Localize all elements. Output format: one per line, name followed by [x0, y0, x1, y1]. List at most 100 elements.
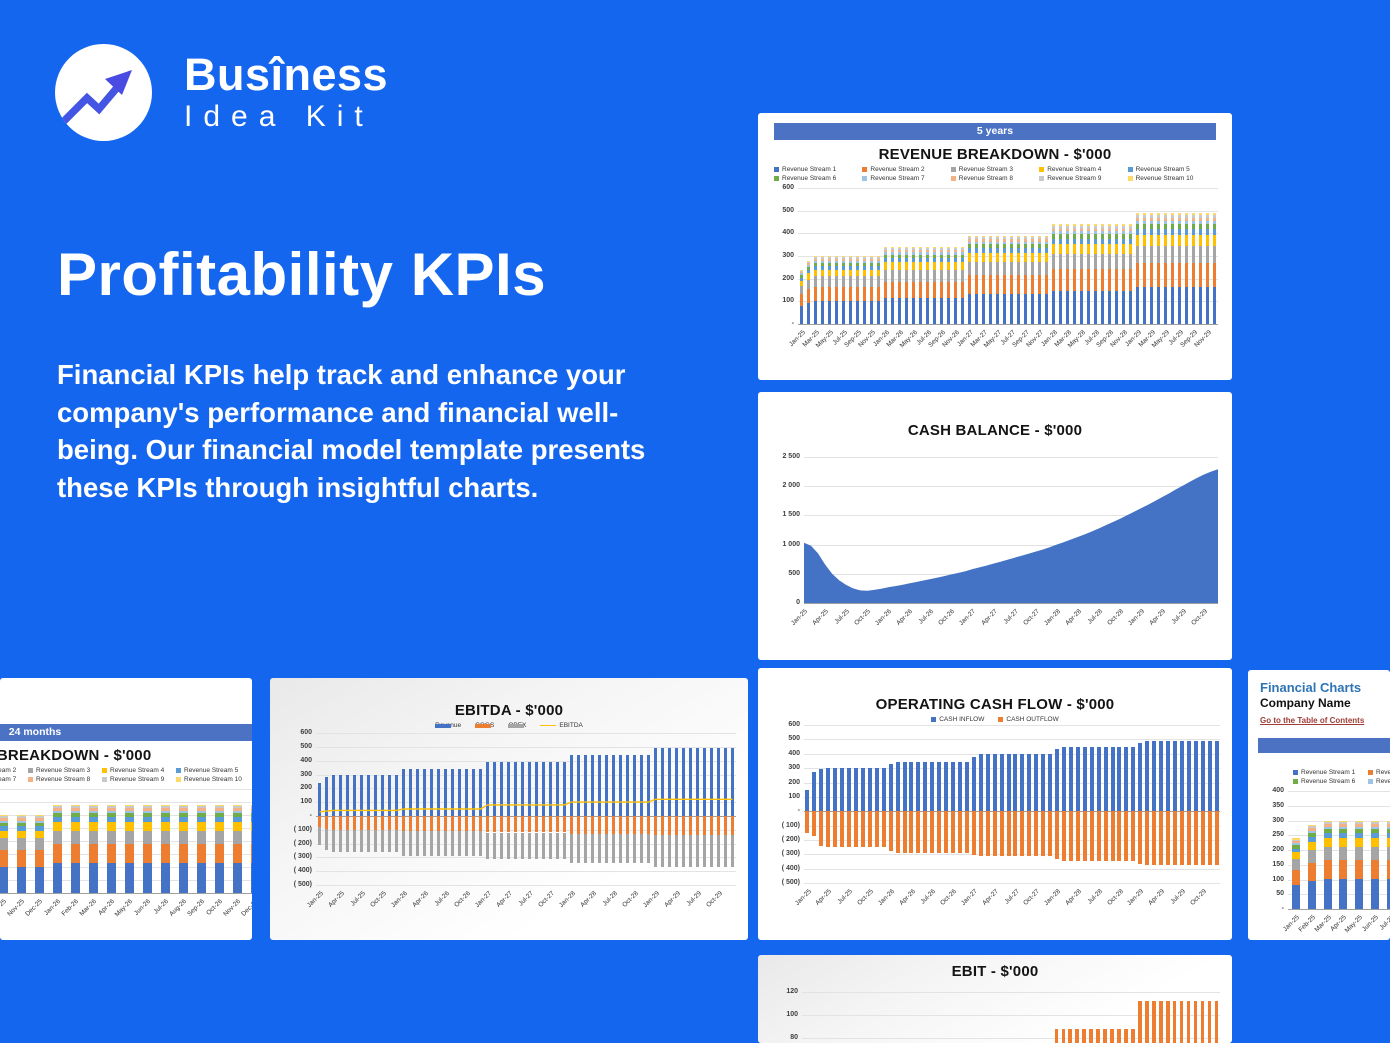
- bar-negative: [373, 829, 378, 852]
- bar-positive: [1152, 740, 1157, 812]
- legend-label: CASH OUTFLOW: [1006, 716, 1059, 723]
- legend-item: Revenue Stream 6: [1293, 778, 1368, 785]
- trend-arrow-icon: [56, 70, 132, 129]
- bar-negative: [944, 811, 949, 853]
- chart-title: EBIT - $'000: [951, 963, 1039, 980]
- bar-positive: [971, 757, 976, 812]
- bar-negative: [639, 815, 644, 834]
- bar-positive: [625, 755, 630, 816]
- bar-negative: [394, 815, 399, 830]
- legend-label: Revenue Stream 9: [1047, 175, 1102, 182]
- bar-negative: [867, 811, 872, 848]
- legend-item: CASH OUTFLOW: [998, 716, 1059, 723]
- bar-negative: [730, 815, 735, 836]
- grid-line: [1288, 864, 1390, 866]
- bar-negative: [1110, 811, 1115, 861]
- legend-marker: [1293, 779, 1298, 784]
- legend-label: EBITDA: [559, 722, 583, 729]
- bar-positive: [951, 761, 956, 812]
- legend-marker: [1293, 770, 1298, 775]
- bar-positive: [1089, 747, 1094, 812]
- bar-positive: [485, 762, 490, 816]
- bar: [1145, 1000, 1149, 1043]
- stacked-bar: [1323, 820, 1332, 909]
- legend-marker: [1368, 779, 1373, 784]
- legend-item: CASH INFLOW: [931, 716, 984, 723]
- bar-positive: [604, 755, 609, 816]
- y-axis-label: 300: [782, 252, 794, 259]
- legend-label: Revenue Stream 6: [782, 175, 837, 182]
- grid-line: [1288, 820, 1390, 822]
- stacked-bar: [1009, 235, 1014, 324]
- legend-item: Revenue Stream 8: [950, 175, 1039, 182]
- legend-marker: [862, 167, 868, 172]
- y-axis-label: 1 000: [782, 540, 800, 548]
- period-badge: 5 years: [774, 123, 1216, 140]
- legend-item: Revenue Stream 8: [28, 776, 102, 783]
- grid-line: [316, 802, 736, 804]
- y-axis-label: ( 100): [293, 825, 312, 833]
- bar-negative: [597, 815, 602, 834]
- bar-negative: [881, 811, 886, 848]
- bar-negative: [548, 832, 553, 859]
- bar-negative: [812, 811, 817, 837]
- legend-label: Revenue Stream 7: [0, 776, 17, 783]
- stacked-bar: [1079, 224, 1084, 324]
- bar-positive: [611, 755, 616, 816]
- y-axis-label: 200: [1272, 846, 1284, 853]
- bar-negative: [527, 815, 532, 833]
- cash-balance-chart: 2 500 2 000 1 500 1 000 500 0 Jan-25 Apr-25 Jul-…: [782, 453, 1218, 627]
- bar-positive: [527, 762, 532, 816]
- table-of-contents-link[interactable]: Go to the Table of Contents: [1260, 716, 1365, 725]
- bar-positive: [1138, 743, 1143, 812]
- bar-negative: [443, 815, 448, 832]
- ebitda-chart: 600 500 400 300 200 100 - ( 100) ( 200) ( 300) ( 4…: [294, 729, 736, 909]
- bar-positive: [681, 748, 686, 816]
- bar-negative: [618, 815, 623, 834]
- y-axis-label: 300: [788, 764, 800, 772]
- bar-negative: [937, 811, 942, 853]
- grid-line: [316, 857, 736, 859]
- bar: [1124, 1028, 1128, 1043]
- y-axis-label: 600: [300, 729, 312, 736]
- bar-negative: [331, 829, 336, 852]
- bar-negative: [422, 815, 427, 832]
- bar-negative: [366, 829, 371, 852]
- grid-line: [798, 188, 1218, 189]
- bar-positive: [576, 755, 581, 816]
- bar-positive: [674, 748, 679, 816]
- bar-negative: [478, 831, 483, 856]
- bar-negative: [1055, 811, 1060, 860]
- stacked-bar: [34, 815, 44, 893]
- grid-line: [804, 603, 1218, 604]
- legend-label: Revenue Stream 10: [184, 776, 242, 783]
- bar-positive: [1096, 747, 1101, 812]
- y-axis-label: 100: [1272, 875, 1284, 883]
- bar-positive: [562, 762, 567, 816]
- legend-marker: [475, 723, 492, 728]
- grid-line: [316, 788, 736, 790]
- legend-item: Revenue Stream 9: [102, 776, 176, 783]
- legend-label: Revenue Stream 4: [110, 767, 165, 774]
- legend-label: Revenue Stream 8: [36, 776, 91, 783]
- bar-negative: [1075, 811, 1080, 861]
- grid-line: [804, 811, 1220, 813]
- bar-negative: [464, 815, 469, 832]
- legend-label: Revenue Stream 10: [1135, 175, 1194, 182]
- bar-negative: [520, 832, 525, 859]
- bar-negative: [874, 811, 879, 848]
- stacked-bar: [1371, 820, 1380, 909]
- y-axis-label: 80: [790, 1033, 798, 1041]
- grid-line: [0, 802, 252, 803]
- stacked-bar: [1156, 212, 1161, 324]
- grid-line: [804, 883, 1220, 884]
- bar-negative: [625, 815, 630, 834]
- chart-title: REVENUE BREAKDOWN - $'000: [0, 747, 152, 764]
- stacked-bar: [953, 246, 958, 324]
- bar-positive: [1062, 747, 1066, 812]
- stacked-bar: [876, 256, 881, 324]
- stacked-bar: [1184, 212, 1189, 324]
- legend-label: CASH INFLOW: [939, 716, 985, 723]
- stacked-bar: [1339, 820, 1348, 909]
- bar-positive: [646, 755, 651, 816]
